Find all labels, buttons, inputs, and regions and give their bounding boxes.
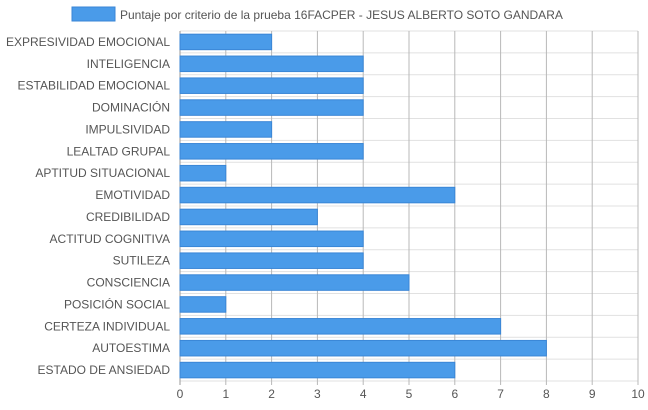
bar[interactable] xyxy=(179,274,410,291)
bar[interactable] xyxy=(179,208,318,226)
x-tick-label: 8 xyxy=(543,387,550,401)
category-label: ESTABILIDAD EMOCIONAL xyxy=(18,79,171,93)
bar[interactable] xyxy=(179,121,273,138)
category-label: INTELIGENCIA xyxy=(87,57,170,71)
x-tick-label: 1 xyxy=(222,387,229,401)
bar[interactable] xyxy=(179,33,273,51)
x-tick-label: 6 xyxy=(451,387,458,401)
bar[interactable] xyxy=(179,339,547,357)
category-label: CERTEZA INDIVIDUAL xyxy=(44,319,170,333)
category-label: CONSCIENCIA xyxy=(87,276,170,290)
bar[interactable] xyxy=(179,143,364,160)
category-label: EMOTIVIDAD xyxy=(95,188,170,202)
bar[interactable] xyxy=(179,361,456,379)
category-label: ESTADO DE ANSIEDAD xyxy=(38,363,171,377)
category-label: EXPRESIVIDAD EMOCIONAL xyxy=(6,35,170,49)
x-tick-label: 2 xyxy=(268,387,275,401)
category-label: ACTITUD COGNITIVA xyxy=(50,232,170,246)
category-label: SUTILEZA xyxy=(113,254,170,268)
bar[interactable] xyxy=(179,230,364,248)
bar[interactable] xyxy=(179,164,227,182)
bar[interactable] xyxy=(179,77,364,94)
x-tick-label: 0 xyxy=(177,387,184,401)
legend[interactable]: Puntaje por criterio de la prueba 16FACP… xyxy=(71,6,563,22)
category-label: APTITUD SITUACIONAL xyxy=(35,166,170,180)
x-tick-label: 9 xyxy=(589,387,596,401)
bar[interactable] xyxy=(179,296,227,313)
x-axis-ticks: 0 1 2 3 4 5 6 7 8 9 10 xyxy=(177,387,645,401)
category-labels: EXPRESIVIDAD EMOCIONAL INTELIGENCIA ESTABI… xyxy=(6,35,170,377)
bar[interactable] xyxy=(179,55,364,73)
category-label: CREDIBILIDAD xyxy=(86,210,170,224)
x-tick-label: 4 xyxy=(360,387,367,401)
bar[interactable] xyxy=(179,318,502,335)
bar[interactable] xyxy=(179,186,456,204)
bar[interactable] xyxy=(179,252,364,269)
bar[interactable] xyxy=(179,99,364,116)
x-tick-label: 7 xyxy=(497,387,504,401)
category-label: IMPULSIVIDAD xyxy=(85,122,170,136)
category-label: POSICIÓN SOCIAL xyxy=(64,296,170,311)
legend-swatch[interactable] xyxy=(71,6,116,22)
legend-label[interactable]: Puntaje por criterio de la prueba 16FACP… xyxy=(120,8,563,22)
category-label: LEALTAD GRUPAL xyxy=(67,144,171,158)
category-label: AUTOESTIMA xyxy=(92,341,170,355)
category-label: DOMINACIÓN xyxy=(92,100,170,115)
x-tick-label: 5 xyxy=(406,387,413,401)
x-tick-label: 10 xyxy=(631,387,645,401)
bars xyxy=(179,33,547,379)
x-tick-label: 3 xyxy=(314,387,321,401)
